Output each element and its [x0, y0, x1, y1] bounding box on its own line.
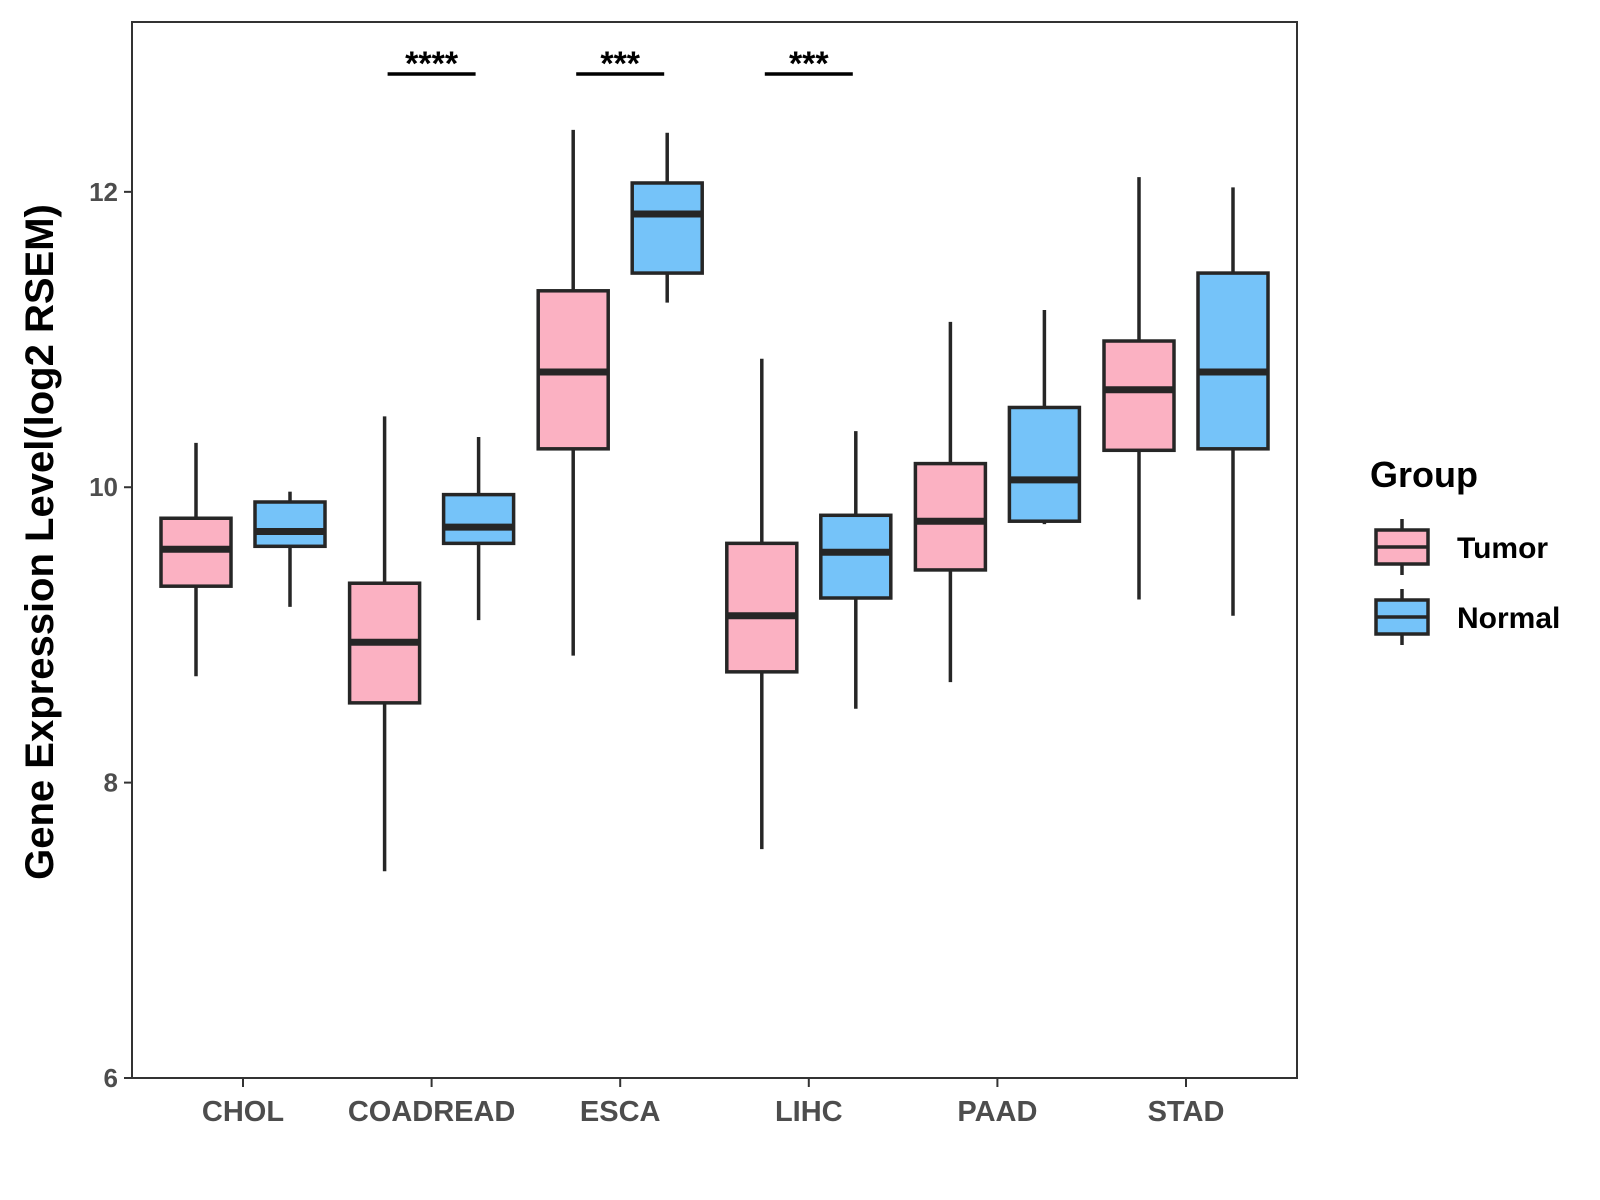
box-normal-chol: [253, 491, 327, 607]
box-iqr: [819, 513, 893, 600]
box-tumor-esca: [536, 129, 610, 656]
significance-label: ***: [600, 45, 640, 83]
x-tick-label: COADREAD: [348, 1096, 516, 1128]
box-tumor-paad: [913, 321, 988, 683]
legend-label-normal: Normal: [1457, 602, 1560, 635]
box-iqr: [725, 541, 799, 674]
box-normal-coadread: [441, 437, 516, 621]
panel-border: [131, 21, 1298, 1079]
legend: Group Tumor Normal: [1370, 454, 1560, 645]
box-iqr: [1102, 339, 1176, 453]
axes: 6 8 10 12 CHOL COADREAD ESCA LIHC PAAD STAD: [89, 177, 1224, 1128]
legend-label-tumor: Tumor: [1457, 532, 1548, 565]
box-iqr: [630, 181, 704, 275]
box-tumor-coadread: [347, 416, 422, 872]
box-normal-stad: [1196, 187, 1270, 616]
x-tick-label: ESCA: [580, 1096, 661, 1128]
y-axis-label: Gene Expression Level(log2 RSEM): [18, 204, 62, 880]
x-tick-label: STAD: [1148, 1096, 1225, 1128]
box-tumor-stad: [1102, 177, 1176, 600]
box-normal-paad: [1007, 310, 1082, 525]
box-iqr: [913, 461, 988, 572]
plot-area: **** *** ***: [159, 45, 1270, 872]
box-tumor-lihc: [725, 358, 799, 850]
box-iqr: [253, 500, 327, 549]
box-tumor-chol: [159, 442, 233, 677]
significance-label: ****: [405, 45, 459, 83]
significance-label: ***: [789, 45, 829, 83]
box-iqr: [441, 492, 516, 546]
legend-key-normal: [1374, 589, 1430, 645]
y-tick-label: 10: [89, 472, 118, 502]
box-iqr: [1196, 271, 1270, 451]
y-tick-label: 12: [89, 177, 118, 207]
box-iqr: [1007, 405, 1082, 523]
y-tick-label: 6: [104, 1063, 118, 1093]
box-normal-lihc: [819, 431, 893, 709]
x-tick-label: LIHC: [775, 1096, 843, 1128]
x-tick-label: PAAD: [957, 1096, 1037, 1128]
x-tick-label: CHOL: [202, 1096, 284, 1128]
legend-title: Group: [1370, 454, 1478, 495]
y-tick-label: 8: [104, 768, 118, 798]
legend-key-tumor: [1374, 519, 1430, 575]
box-normal-esca: [630, 132, 704, 303]
